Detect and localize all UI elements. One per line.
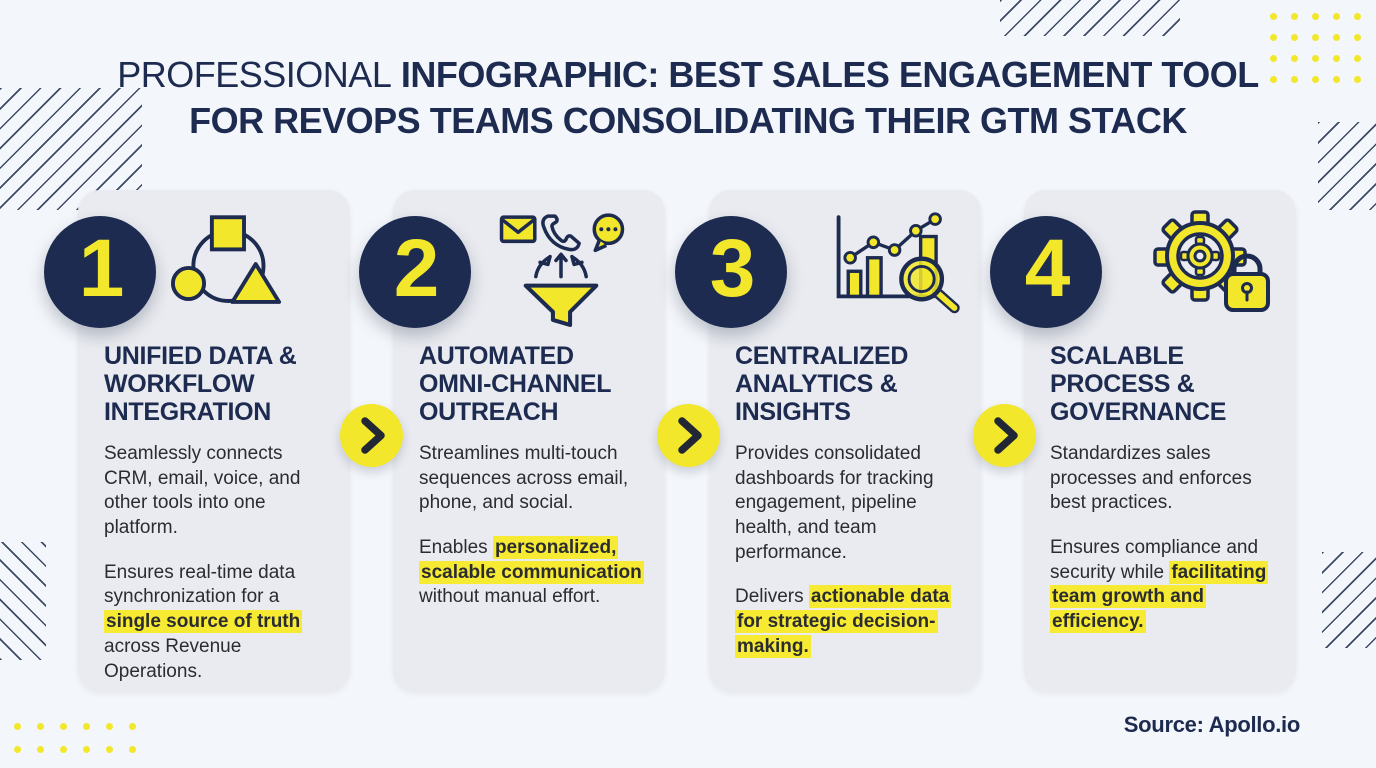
analytics-magnifier-icon <box>827 208 967 327</box>
card-title: SCALABLE PROCESS & GOVERNANCE <box>1050 342 1227 426</box>
card-paragraph: Enables personalized, scalable communica… <box>419 536 644 608</box>
chevron-right-icon <box>994 417 1018 454</box>
card-title: UNIFIED DATA & WORKFLOW INTEGRATION <box>104 342 297 426</box>
connected-shapes-icon <box>170 214 282 319</box>
card-governance: 4 <box>990 190 1296 692</box>
step-number: 2 <box>393 223 440 314</box>
card-title: CENTRALIZED ANALYTICS & INSIGHTS <box>735 342 909 426</box>
card-unified-data: 1 UNIFIED DATA & WORKFLOW INTEGRATION Se… <box>44 190 350 692</box>
next-step-arrow <box>973 404 1036 467</box>
step-number-badge: 2 <box>359 216 471 328</box>
card-paragraph: Ensures real-time data synchronization f… <box>104 561 303 682</box>
diagonal-lines-decoration <box>1322 552 1376 648</box>
card-paragraph: Seamlessly connects CRM, email, voice, a… <box>104 443 301 539</box>
card-paragraph: Delivers actionable data for strategic d… <box>735 585 952 658</box>
next-step-arrow <box>340 404 403 467</box>
step-number-badge: 1 <box>44 216 156 328</box>
page-title-line2: FOR REVOPS TEAMS CONSOLIDATING THEIR GTM… <box>189 100 1187 142</box>
step-number-badge: 3 <box>675 216 787 328</box>
card-omni-channel: 2 AUTOMATED OMNI-CHANNEL OUTREACH Stream… <box>359 190 665 692</box>
step-number: 4 <box>1024 223 1071 314</box>
chevron-right-icon <box>361 417 385 454</box>
card-paragraph: Provides consolidated dashboards for tra… <box>735 443 934 563</box>
card-paragraph: Standardizes sales processes and enforce… <box>1050 443 1252 514</box>
diagonal-lines-decoration <box>0 542 46 660</box>
source-attribution: Source: Apollo.io <box>1123 712 1301 737</box>
funnel-channels-icon <box>485 202 637 333</box>
step-number: 1 <box>78 223 125 314</box>
card-paragraph: Ensures compliance and security while fa… <box>1050 537 1269 634</box>
chevron-right-icon <box>678 417 702 454</box>
step-number: 3 <box>709 223 756 314</box>
page-title-line1: PROFESSIONAL INFOGRAPHIC: BEST SALES ENG… <box>117 54 1259 95</box>
card-title: AUTOMATED OMNI-CHANNEL OUTREACH <box>419 342 611 426</box>
diagonal-lines-decoration <box>1000 0 1180 36</box>
gear-lock-icon <box>1146 210 1271 325</box>
page-title: PROFESSIONAL INFOGRAPHIC: BEST SALES ENG… <box>0 52 1376 144</box>
card-analytics: 3 CENTRALIZED ANALYTICS & INSIGHTS <box>675 190 981 692</box>
next-step-arrow <box>657 404 720 467</box>
dot-grid-decoration <box>14 723 136 753</box>
step-number-badge: 4 <box>990 216 1102 328</box>
card-paragraph: Streamlines multi-touch sequences across… <box>419 443 629 514</box>
